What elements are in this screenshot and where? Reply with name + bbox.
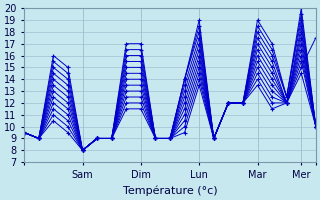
X-axis label: Température (°c): Température (°c): [123, 185, 217, 196]
